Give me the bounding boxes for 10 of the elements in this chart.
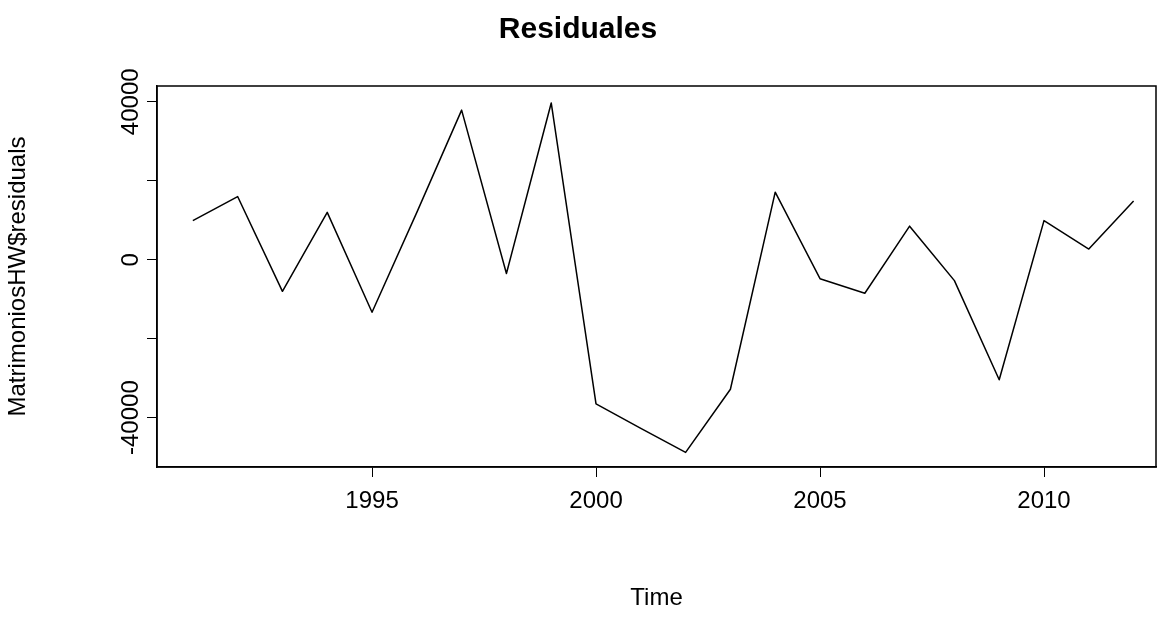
x-tick-label: 2010 (1017, 486, 1071, 514)
x-tick-label: 2000 (569, 486, 623, 514)
y-tick-label: 40000 (115, 68, 143, 136)
x-axis-title: Time (630, 583, 683, 611)
x-tick-label: 1995 (345, 486, 399, 514)
chart-title: Residuales (498, 11, 658, 45)
y-tick-label: -40000 (115, 380, 143, 456)
y-axis-title: MatrimoniosHW$residuals (3, 136, 31, 417)
y-tick-label: 0 (115, 253, 143, 267)
x-tick-label: 2005 (793, 486, 847, 514)
